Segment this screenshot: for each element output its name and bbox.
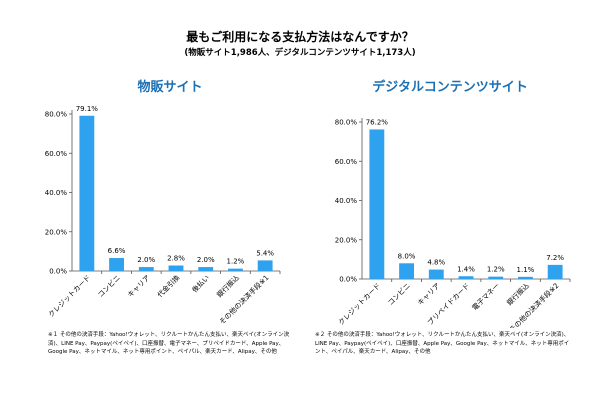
x-category-label: コンビニ xyxy=(96,273,122,299)
x-category-label: その他の決済手段※2 xyxy=(507,281,560,328)
bar xyxy=(109,258,124,271)
y-tick-label: 20.0% xyxy=(335,236,358,244)
bar xyxy=(518,276,533,279)
data-label: 2.0% xyxy=(197,256,215,264)
bar xyxy=(488,276,504,279)
y-tick-label: 0.0% xyxy=(339,276,357,284)
data-label: 4.8% xyxy=(427,259,445,267)
bar xyxy=(257,260,273,271)
data-label: 2.8% xyxy=(167,255,185,263)
data-label: 6.6% xyxy=(108,247,126,255)
x-category-label: クレジットカード xyxy=(337,282,382,327)
x-category-label: 電子マネー xyxy=(471,282,501,312)
data-label: 76.2% xyxy=(366,118,389,126)
bar xyxy=(138,267,154,271)
x-category-label: その他の決済手段※1 xyxy=(217,273,270,326)
footnote-digital: ※２ その他の決済手段：Yahoo!ウォレット、リクルートかんたん支払い、楽天ペ… xyxy=(315,332,570,355)
data-label: 1.4% xyxy=(457,265,475,273)
data-label: 1.1% xyxy=(517,266,535,274)
y-tick-label: 20.0% xyxy=(45,228,68,236)
bar xyxy=(428,269,444,279)
x-category-label: 代金引換 xyxy=(155,273,181,299)
y-tick-label: 60.0% xyxy=(335,158,358,166)
bar-chart-digital: 0.0% 20.0% 40.0% 60.0% 80.0% 76.2% クレジットカード 8.0… xyxy=(335,118,571,328)
chart-title-physical: 物販サイト xyxy=(137,80,203,95)
page-title: 最もご利用になる支払方法はなんですか？ xyxy=(186,30,414,44)
bar xyxy=(399,263,414,279)
data-label: 79.1% xyxy=(76,105,99,113)
x-category-label: コンビニ xyxy=(386,281,412,307)
y-tick-label: 40.0% xyxy=(45,189,68,197)
y-tick-label: 80.0% xyxy=(45,111,68,119)
x-category-label: 後払い xyxy=(190,273,211,294)
y-tick-label: 80.0% xyxy=(335,119,358,127)
bar xyxy=(168,265,184,271)
bar xyxy=(547,264,563,279)
y-tick-label: 0.0% xyxy=(49,268,67,276)
x-category-label: キャリア xyxy=(416,282,441,307)
data-label: 2.0% xyxy=(137,256,155,264)
y-tick-label: 40.0% xyxy=(335,197,358,205)
data-label: 8.0% xyxy=(398,252,416,260)
bar-chart-physical: 0.0% 20.0% 40.0% 60.0% 80.0% 79.1% クレジットカード 6.6… xyxy=(45,105,281,326)
bar xyxy=(228,268,243,271)
page-subtitle: (物販サイト1,986人、デジタルコンテンツサイト1,173人) xyxy=(184,48,416,58)
data-label: 1.2% xyxy=(227,258,245,266)
data-label: 7.2% xyxy=(546,254,564,262)
chart-title-digital: デジタルコンテンツサイト xyxy=(372,80,528,95)
x-category-label: キャリア xyxy=(126,274,151,299)
x-category-label: 銀行振込 xyxy=(215,273,241,299)
bar xyxy=(458,276,474,279)
data-label: 5.4% xyxy=(256,249,274,257)
data-label: 1.2% xyxy=(487,266,505,274)
bar xyxy=(79,115,95,271)
x-category-label: クレジットカード xyxy=(47,274,92,319)
bar xyxy=(369,129,385,279)
footnote-physical: ※１ その他の決済手段：Yahoo!ウォレット、リクルートかんたん支払い、楽天ペ… xyxy=(48,332,290,355)
y-tick-label: 60.0% xyxy=(45,150,68,158)
bar xyxy=(198,267,214,271)
x-category-label: 銀行振込 xyxy=(505,281,531,307)
